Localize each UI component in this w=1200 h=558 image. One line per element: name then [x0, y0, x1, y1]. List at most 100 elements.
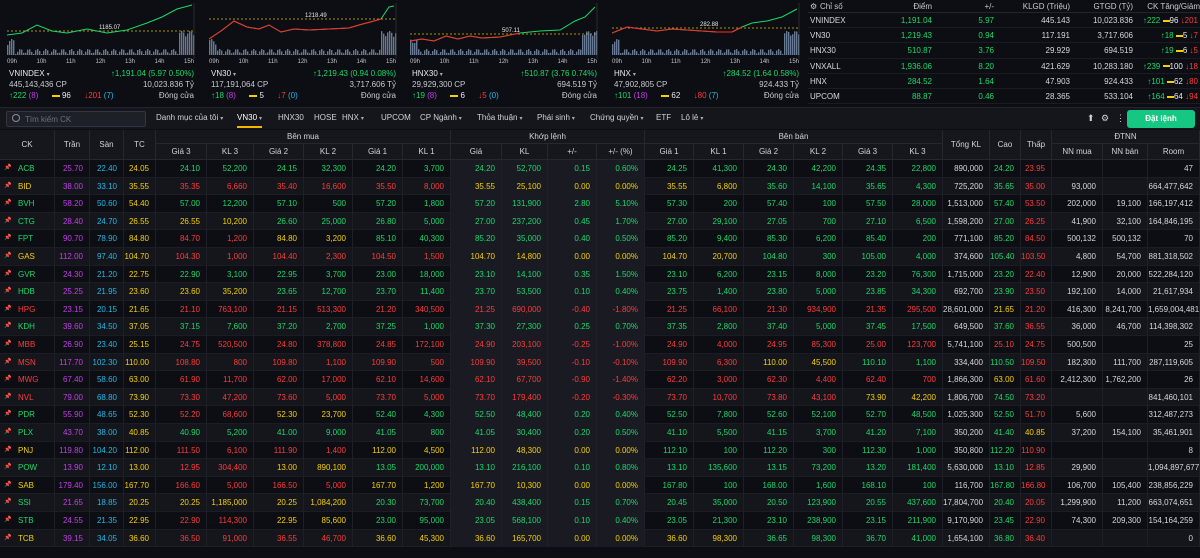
- column-header[interactable]: Tổng KL: [943, 130, 990, 160]
- pin-icon[interactable]: 📌: [4, 253, 12, 259]
- tab-9[interactable]: Chứng quyền ▾: [590, 113, 644, 122]
- tab-11[interactable]: Lô lẻ ▾: [681, 113, 704, 122]
- column-header[interactable]: Giá: [451, 144, 502, 160]
- column-header[interactable]: TC: [124, 130, 156, 160]
- ticker-cell[interactable]: MBB: [0, 336, 55, 354]
- index-row[interactable]: VN30 1,219.43 0.94 117.191 3,717.606 ↑18 5 ↓7: [808, 28, 1200, 44]
- chart-index-name[interactable]: HNX ▾: [614, 69, 636, 78]
- tab-8[interactable]: Phái sinh ▾: [537, 113, 575, 122]
- column-header[interactable]: KL: [502, 144, 548, 160]
- column-header[interactable]: Trần: [55, 130, 90, 160]
- column-header[interactable]: KL 1: [694, 144, 744, 160]
- ticker-cell[interactable]: KDH: [0, 318, 55, 336]
- table-row[interactable]: 📌 FPT 90.70 78.90 84.80 84.70 1,200 84.80 3,200 8…: [0, 230, 1200, 248]
- table-row[interactable]: 📌 BVH 58.20 50.60 54.40 57.00 12,200 57.10 500 57…: [0, 195, 1200, 213]
- index-row[interactable]: HNX30 510.87 3.76 29.929 694.519 ↑19 6 ↓5: [808, 43, 1200, 59]
- chevron-down-icon[interactable]: ▾: [233, 72, 237, 78]
- column-header[interactable]: Sàn: [90, 130, 124, 160]
- pin-icon[interactable]: 📌: [4, 464, 12, 471]
- table-row[interactable]: 📌 KDH 39.60 34.50 37.05 37.15 7,600 37.20 2,700 3…: [0, 318, 1200, 336]
- place-order-button[interactable]: Đặt lệnh: [1127, 110, 1195, 128]
- table-row[interactable]: 📌 STB 24.55 21.35 22.95 22.90 114,300 22.95 85,6…: [0, 512, 1200, 530]
- tab-0[interactable]: Danh mục của tôi ▾: [156, 113, 224, 122]
- table-row[interactable]: 📌 SSI 21.65 18.85 20.25 20.25 1,185,000 20.25 1,…: [0, 494, 1200, 512]
- index-chart-hnx30[interactable]: 507.11 09h 10h 11h 12h 13h 14h 15h HNX30 ▾ ↑510…: [406, 0, 603, 104]
- ticker-cell[interactable]: MSN: [0, 353, 55, 372]
- index-chart-vn30[interactable]: 1218.49 09h 10h 11h 12h 13h 14h 15h VN30 ▾ ↑1,2…: [205, 0, 402, 104]
- table-row[interactable]: 📌 NVL 79.00 68.80 73.90 73.30 47,200 73.60 5,000…: [0, 388, 1200, 407]
- column-header[interactable]: Cao: [990, 130, 1021, 160]
- table-row[interactable]: 📌 MSN 117.70 102.30 110.00 108.80 800 109.80 1,1…: [0, 353, 1200, 372]
- table-row[interactable]: 📌 PDR 55.90 48.65 52.30 52.20 68,600 52.30 23,70…: [0, 406, 1200, 424]
- tab-5[interactable]: UPCOM: [381, 113, 411, 122]
- tab-1[interactable]: VN30 ▾: [237, 113, 263, 128]
- index-row[interactable]: VNXALL 1,936.06 8.20 421.629 10,283.180 ↑239 …: [808, 59, 1200, 74]
- column-header[interactable]: KL 3: [207, 144, 254, 160]
- table-row[interactable]: 📌 POW 13.90 12.10 13.00 12.95 304,400 13.00 890,…: [0, 459, 1200, 477]
- pin-icon[interactable]: 📌: [4, 429, 12, 435]
- tab-2[interactable]: HNX30: [278, 113, 304, 122]
- pin-icon[interactable]: 📌: [4, 288, 12, 295]
- column-header[interactable]: Giá 1: [353, 144, 403, 160]
- index-chart-hnx[interactable]: 282.88 09h 10h 11h 12h 13h 14h 15h HNX ▾ ↑284.5…: [608, 0, 805, 104]
- pin-icon[interactable]: 📌: [4, 235, 12, 242]
- pin-icon[interactable]: 📌: [4, 534, 12, 541]
- column-header[interactable]: NN bán: [1103, 144, 1148, 160]
- ticker-cell[interactable]: PDR: [0, 406, 55, 424]
- ticker-cell[interactable]: GVR: [0, 265, 55, 284]
- ticker-cell[interactable]: HDB: [0, 283, 55, 301]
- chevron-down-icon[interactable]: ▾: [46, 72, 50, 78]
- chevron-down-icon[interactable]: ▾: [439, 72, 443, 78]
- ticker-cell[interactable]: MWG: [0, 371, 55, 389]
- ticker-cell[interactable]: SAB: [0, 476, 55, 495]
- column-header[interactable]: CK: [0, 130, 55, 160]
- table-row[interactable]: 📌 CTG 28.40 24.70 26.55 26.55 10,200 26.60 25,00…: [0, 212, 1200, 231]
- column-header[interactable]: KL 2: [794, 144, 843, 160]
- chevron-down-icon[interactable]: ▾: [632, 72, 636, 78]
- tab-4[interactable]: HNX ▾: [342, 113, 364, 122]
- column-header[interactable]: Thấp: [1021, 130, 1052, 160]
- table-row[interactable]: 📌 MBB 26.90 23.40 25.15 24.75 520,500 24.80 378,…: [0, 336, 1200, 354]
- ticker-cell[interactable]: SSI: [0, 494, 55, 512]
- pin-icon[interactable]: 📌: [4, 270, 12, 277]
- table-row[interactable]: 📌 BID 38.00 33.10 35.55 35.35 6,660 35.40 16,600…: [0, 177, 1200, 196]
- gear-icon[interactable]: ⚙: [1101, 113, 1110, 123]
- pin-icon[interactable]: 📌: [4, 499, 12, 506]
- index-row[interactable]: VNINDEX 1,191.04 5.97 445.143 10,023.836 ↑222…: [808, 13, 1200, 29]
- ticker-cell[interactable]: BVH: [0, 195, 55, 213]
- ticker-cell[interactable]: CTG: [0, 212, 55, 231]
- column-header[interactable]: Giá 2: [744, 144, 794, 160]
- index-row[interactable]: UPCOM 88.87 0.46 28.365 533.104 ↑164 64 ↓94: [808, 89, 1200, 105]
- pin-icon[interactable]: 📌: [4, 358, 12, 365]
- ticker-cell[interactable]: BID: [0, 177, 55, 196]
- column-header[interactable]: NN mua: [1052, 144, 1103, 160]
- column-header[interactable]: Room: [1148, 144, 1200, 160]
- tab-7[interactable]: Thỏa thuận ▾: [477, 113, 523, 122]
- column-header[interactable]: Giá 3: [156, 144, 207, 160]
- ticker-cell[interactable]: NVL: [0, 388, 55, 407]
- table-row[interactable]: 📌 GAS 112.00 97.40 104.70 104.30 1,000 104.40 2,…: [0, 248, 1200, 266]
- pin-icon[interactable]: 📌: [4, 182, 12, 189]
- table-row[interactable]: 📌 SAB 179.40 156.00 167.70 166.60 5,000 166.50 5…: [0, 476, 1200, 495]
- ticker-cell[interactable]: HPG: [0, 300, 55, 319]
- upload-icon[interactable]: ⬆: [1087, 113, 1095, 123]
- ticker-cell[interactable]: STB: [0, 512, 55, 530]
- tab-3[interactable]: HOSE: [314, 113, 337, 122]
- column-header[interactable]: Giá 1: [645, 144, 694, 160]
- table-row[interactable]: 📌 GVR 24.30 21.20 22.75 22.90 3,100 22.95 3,700 2…: [0, 265, 1200, 284]
- pin-icon[interactable]: 📌: [4, 411, 12, 418]
- pin-icon[interactable]: 📌: [4, 517, 12, 523]
- more-icon[interactable]: ⋮: [1116, 113, 1125, 123]
- column-header[interactable]: KL 3: [893, 144, 943, 160]
- table-row[interactable]: 📌 HPG 23.15 20.15 21.65 21.10 763,100 21.15 513,…: [0, 300, 1200, 319]
- ticker-cell[interactable]: POW: [0, 459, 55, 477]
- ticker-cell[interactable]: ACB: [0, 160, 55, 178]
- table-row[interactable]: 📌 PNJ 119.80 104.20 112.00 111.50 6,100 111.90 1…: [0, 441, 1200, 460]
- pin-icon[interactable]: 📌: [4, 217, 12, 224]
- pin-icon[interactable]: 📌: [4, 305, 12, 312]
- pin-icon[interactable]: 📌: [4, 200, 12, 207]
- ticker-cell[interactable]: GAS: [0, 248, 55, 266]
- index-row[interactable]: HNX 284.52 1.64 47.903 924.433 ↑101 62 ↓80: [808, 74, 1200, 89]
- table-row[interactable]: 📌 HDB 25.25 21.95 23.60 23.60 35,200 23.65 12,70…: [0, 283, 1200, 301]
- chart-index-name[interactable]: VN30 ▾: [211, 69, 237, 78]
